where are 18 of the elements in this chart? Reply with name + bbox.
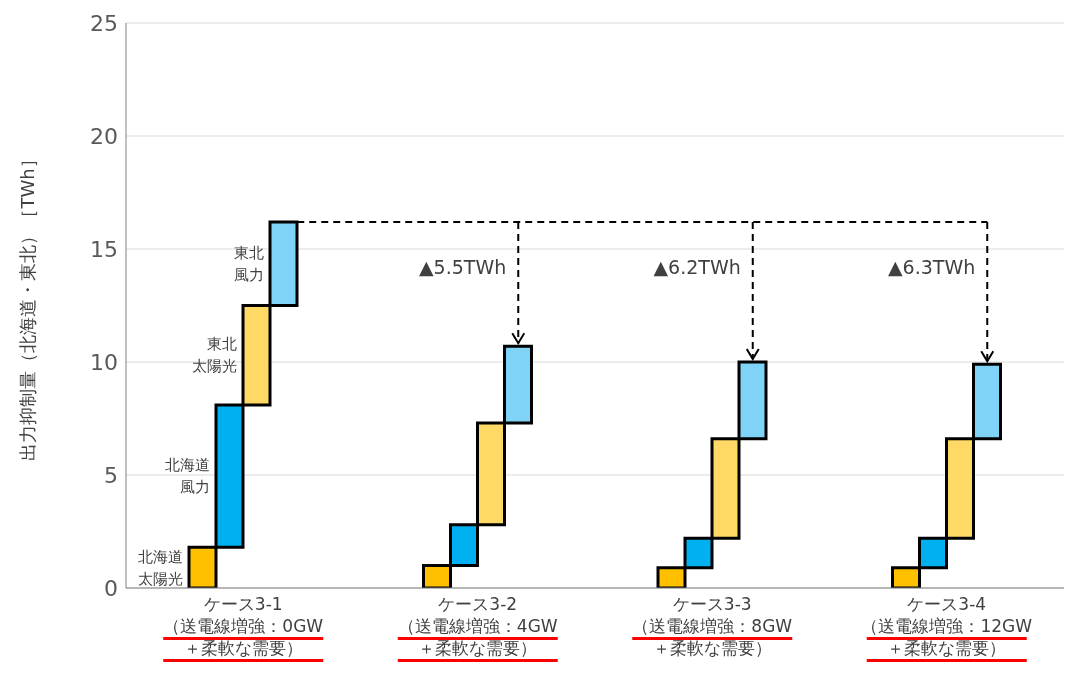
y-tick-label: 25 bbox=[90, 10, 118, 36]
x-tick-label: ケース3-2 （送電線増強：4GW ＋柔軟な需要） bbox=[397, 594, 558, 658]
x-tick-label: ケース3-3 （送電線増強：8GW ＋柔軟な需要） bbox=[632, 594, 793, 658]
annotation: ▲5.5TWh bbox=[418, 255, 507, 278]
y-tick-label: 10 bbox=[90, 349, 118, 375]
x-tick-label: ケース3-1 （送電線増強：0GW ＋柔軟な需要） bbox=[163, 594, 324, 658]
annotation: ▲6.3TWh bbox=[887, 255, 976, 278]
series-label: 東北太陽光 bbox=[192, 335, 238, 376]
y-tick-label: 5 bbox=[104, 462, 118, 488]
annotation: ▲6.2TWh bbox=[653, 255, 741, 278]
y-tick-label: 0 bbox=[104, 575, 118, 601]
series-label: 北海道風力 bbox=[165, 456, 211, 497]
x-tick-label: ケース3-4 （送電線増強：12GW ＋柔軟な需要） bbox=[861, 594, 1033, 658]
y-tick-label: 20 bbox=[90, 123, 118, 149]
y-axis-title: 出力抑制量（北海道・東北）［TWh］ bbox=[17, 150, 39, 461]
y-tick-label: 15 bbox=[90, 236, 118, 262]
series-label: 北海道太陽光 bbox=[138, 547, 184, 588]
series-label: 東北風力 bbox=[234, 243, 265, 284]
